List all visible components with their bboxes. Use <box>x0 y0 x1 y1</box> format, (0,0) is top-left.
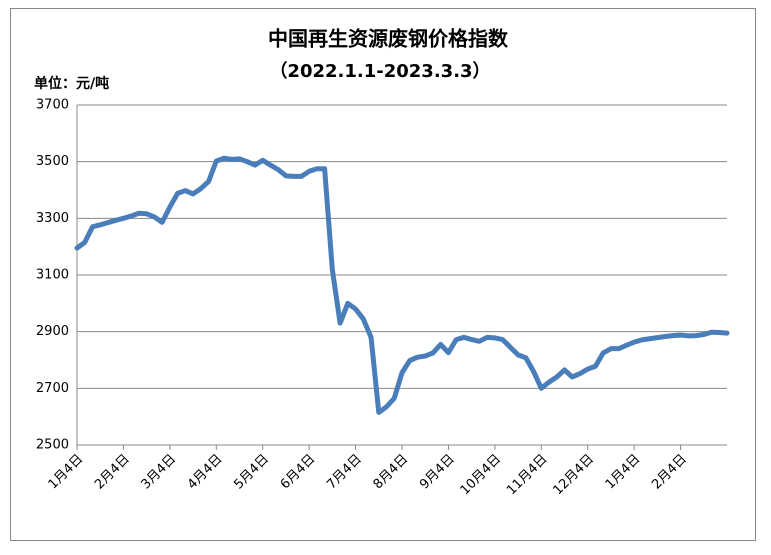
y-tick-label: 3300 <box>36 211 69 226</box>
chart-subtitle: （2022.1.1-2023.3.3） <box>269 61 490 82</box>
y-tick-label: 2900 <box>36 324 69 339</box>
y-tick-label: 2500 <box>36 438 69 453</box>
y-tick-label: 2700 <box>36 381 69 396</box>
data-line <box>74 155 730 415</box>
y-tick-label: 3100 <box>36 268 69 283</box>
chart-title: 中国再生资源废钢价格指数 <box>268 27 509 51</box>
y-tick-label: 3700 <box>36 98 69 113</box>
y-axis-label: 单位：元/吨 <box>34 75 109 92</box>
y-tick-label: 3500 <box>36 154 69 169</box>
